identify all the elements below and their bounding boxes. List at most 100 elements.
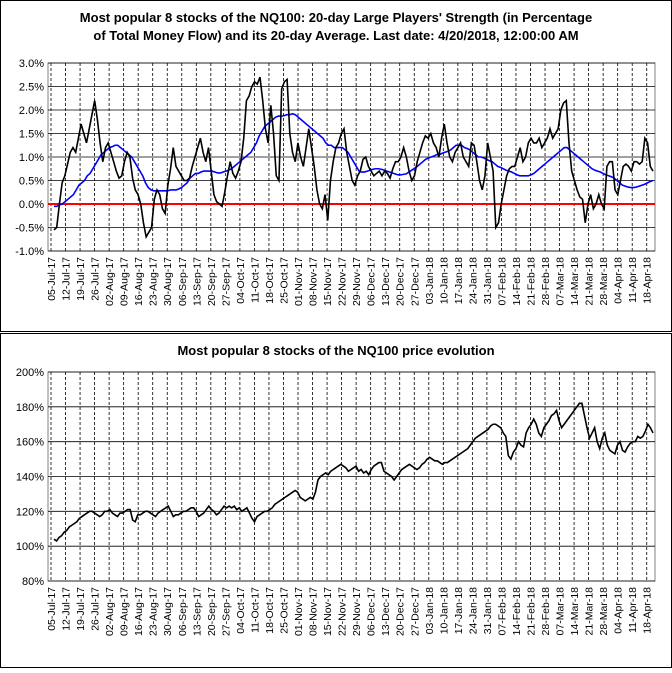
top-y-tick-label: -0.5% [15,223,44,235]
bottom-x-tick-label: 11-Oct-17 [249,587,261,633]
bottom-x-tick-label: 28-Mar-18 [598,587,610,636]
top-y-tick-label: 0.5% [19,176,44,188]
top-x-tick-label: 18-Oct-17 [264,257,276,304]
top-y-axis-labels: -1.0% -0.5% 0.0% 0.5% 1.0% 1.5% 2.0% 2.5% 3.0% [15,58,44,258]
bottom-x-tick-label: 27-Sep-17 [220,587,232,636]
bottom-x-tick-label: 14-Mar-18 [569,587,581,636]
bottom-x-tick-label: 04-Oct-17 [235,587,247,634]
top-x-tick-label: 15-Nov-17 [322,257,334,306]
bottom-y-tick-label: 140% [16,472,44,484]
top-x-tick-label: 06-Sep-17 [177,257,189,306]
top-x-tick-label: 17-Jan-18 [453,257,465,304]
bottom-x-tick-label: 04-Apr-18 [613,587,625,634]
top-x-tick-label: 10-Jan-18 [438,257,450,304]
series-line-strength [53,76,654,240]
bottom-x-tick-label: 08-Nov-17 [308,587,320,636]
bottom-x-tick-label: 28-Feb-18 [540,587,552,636]
top-x-tick-label: 03-Jan-18 [424,257,436,304]
top-chart-title-line2: of Total Money Flow) and its 20-day Aver… [93,28,578,43]
top-x-tick-label: 14-Feb-18 [511,257,523,306]
bottom-x-tick-label: 16-Aug-17 [133,587,145,636]
bottom-x-tick-label: 20-Sep-17 [206,587,218,636]
top-x-tick-label: 12-Jul-17 [61,257,73,301]
top-x-tick-label: 08-Nov-17 [308,257,320,306]
top-x-tick-label: 02-Aug-17 [104,257,116,306]
bottom-chart-title: Most popular 8 stocks of the NQ100 price… [177,343,494,358]
top-x-tick-label: 11-Apr-18 [627,257,639,303]
bottom-y-tick-label: 100% [16,541,44,553]
top-x-tick-label: 23-Aug-17 [148,257,160,306]
bottom-y-tick-label: 80% [22,576,44,588]
bottom-x-tick-label: 05-Jul-17 [46,587,58,631]
series-line-price [53,402,654,543]
top-x-tick-label: 26-Jul-17 [90,257,102,301]
top-x-tick-label: 09-Aug-17 [119,257,131,306]
top-x-tick-label: 04-Apr-18 [613,257,625,304]
bottom-x-tick-label: 18-Oct-17 [264,587,276,634]
top-x-tick-label: 30-Aug-17 [162,257,174,306]
top-x-tick-label: 18-Apr-18 [642,257,654,304]
bottom-x-tick-label: 25-Oct-17 [278,587,290,634]
top-x-tick-label: 13-Sep-17 [191,257,203,306]
top-x-tick-label: 01-Nov-17 [293,257,305,306]
bottom-x-tick-label: 22-Nov-17 [337,587,349,636]
top-x-tick-label: 22-Nov-17 [337,257,349,306]
top-x-tick-label: 07-Mar-18 [555,257,567,306]
bottom-x-tick-label: 26-Jul-17 [90,587,102,631]
bottom-x-tick-label: 29-Nov-17 [351,587,363,636]
top-x-tick-label: 31-Jan-18 [482,257,494,304]
bottom-x-tick-label: 14-Feb-18 [511,587,523,636]
top-x-tick-label: 13-Dec-17 [380,257,392,306]
bottom-x-tick-label: 10-Jan-18 [438,587,450,634]
top-x-tick-label: 29-Nov-17 [351,257,363,306]
top-x-tick-label: 14-Mar-18 [569,257,581,306]
bottom-x-tick-label: 13-Sep-17 [191,587,203,636]
top-x-tick-label: 21-Mar-18 [584,257,596,306]
bottom-x-tick-label: 24-Jan-18 [467,587,479,634]
top-x-tick-label: 20-Sep-17 [206,257,218,306]
bottom-y-axis-labels: 80% 100% 120% 140% 160% 180% 200% [16,367,44,588]
bottom-x-tick-label: 17-Jan-18 [453,587,465,634]
bottom-y-tick-label: 180% [16,402,44,414]
bottom-x-tick-label: 31-Jan-18 [482,587,494,634]
bottom-x-tick-label: 07-Feb-18 [496,587,508,636]
top-x-tick-label: 07-Feb-18 [496,257,508,306]
bottom-x-tick-label: 18-Apr-18 [642,587,654,634]
top-x-tick-label: 21-Feb-18 [525,257,537,306]
bottom-x-tick-label: 19-Jul-17 [75,587,87,631]
bottom-y-tick-label: 200% [16,367,44,379]
bottom-x-tick-label: 30-Aug-17 [162,587,174,636]
bottom-x-tick-label: 07-Mar-18 [555,587,567,636]
top-y-tick-label: 1.5% [19,129,44,141]
bottom-x-tick-label: 09-Aug-17 [119,587,131,636]
top-x-tick-label: 20-Dec-17 [395,257,407,306]
top-y-tick-label: 0.0% [19,199,44,211]
top-x-tick-label: 25-Oct-17 [278,257,290,304]
bottom-x-tick-label: 27-Dec-17 [409,587,421,636]
bottom-x-tick-label: 11-Apr-18 [627,587,639,633]
bottom-x-tick-label: 21-Feb-18 [525,587,537,636]
bottom-x-tick-label: 06-Dec-17 [366,587,378,636]
top-x-tick-label: 28-Mar-18 [598,257,610,306]
bottom-x-axis-labels: 05-Jul-17 12-Jul-17 19-Jul-17 26-Jul-17 02-A… [46,587,654,636]
bottom-grid [48,371,655,582]
top-x-tick-label: 27-Sep-17 [220,257,232,306]
top-x-tick-label: 28-Feb-18 [540,257,552,306]
bottom-y-tick-label: 120% [16,506,44,518]
bottom-x-tick-label: 23-Aug-17 [148,587,160,636]
bottom-x-tick-label: 12-Jul-17 [61,587,73,631]
top-y-tick-label: 1.0% [19,152,44,164]
top-x-tick-label: 24-Jan-18 [467,257,479,304]
bottom-x-tick-label: 03-Jan-18 [424,587,436,634]
top-y-tick-label: -1.0% [15,246,44,258]
top-x-tick-label: 27-Dec-17 [409,257,421,306]
top-chart-title-line1: Most popular 8 stocks of the NQ100: 20-d… [80,10,592,25]
top-x-tick-label: 19-Jul-17 [75,257,87,301]
top-x-axis-labels: 05-Jul-17 12-Jul-17 19-Jul-17 26-Jul-17 02-A… [46,257,654,306]
top-y-tick-label: 3.0% [19,58,44,70]
top-y-tick-label: 2.5% [19,82,44,94]
bottom-y-tick-label: 160% [16,437,44,449]
top-x-tick-label: 05-Jul-17 [46,257,58,301]
